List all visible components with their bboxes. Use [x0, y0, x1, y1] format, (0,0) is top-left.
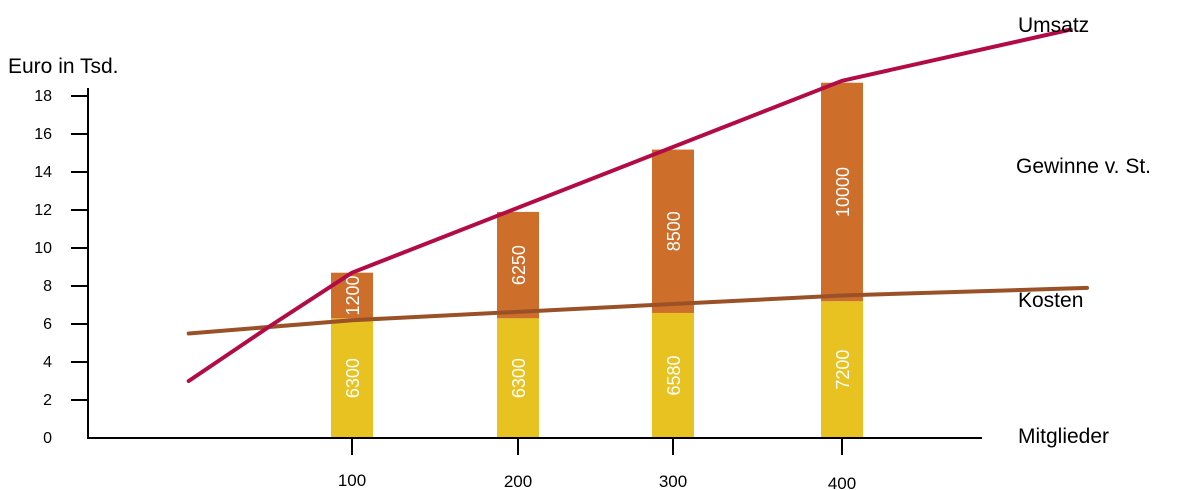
y-tick-label-2: 2	[43, 392, 52, 409]
y-tick-label-8: 8	[43, 278, 52, 295]
y-tick-label-12: 12	[34, 202, 52, 219]
y-tick-label-10: 10	[34, 240, 52, 257]
gewinne-legend: Gewinne v. St.	[1016, 155, 1151, 178]
x-tick-label-400: 400	[828, 474, 856, 490]
bar-label-lower-100: 6300	[343, 358, 363, 398]
y-tick-label-14: 14	[34, 164, 52, 181]
bar-label-upper-400: 10000	[833, 167, 853, 217]
bar-label-lower-300: 6580	[664, 355, 684, 395]
bar-upper-300	[652, 149, 694, 313]
bar-lower-200	[497, 318, 539, 438]
bar-label-lower-400: 7200	[833, 350, 853, 390]
bar-label-lower-200: 6300	[509, 358, 529, 398]
kosten-line	[186, 285, 1089, 336]
bar-lower-300	[652, 312, 694, 438]
umsatz-legend: Umsatz	[1018, 14, 1089, 37]
bars-layer: 6300 1200 6300 6250 6580 8500 7200 10000	[331, 82, 863, 438]
bar-lower-400	[821, 301, 863, 438]
y-tick-label-6: 6	[43, 316, 52, 333]
y-axis-title: Euro in Tsd.	[8, 55, 119, 78]
y-tick-label-4: 4	[43, 354, 52, 371]
y-tick-label-18: 18	[34, 88, 52, 105]
y-tick-label-0: 0	[43, 430, 52, 447]
x-tick-label-100: 100	[338, 471, 366, 490]
labels-layer: Euro in Tsd. Mitglieder Umsatz Gewinne v…	[8, 14, 1151, 490]
kosten-legend: Kosten	[1018, 289, 1083, 312]
umsatz-line	[186, 27, 1073, 383]
x-tick-label-300: 300	[659, 472, 687, 490]
x-tick-label-200: 200	[504, 472, 532, 490]
bar-upper-200	[497, 211, 539, 319]
lines-layer	[186, 27, 1089, 383]
y-tick-label-16: 16	[34, 126, 52, 143]
bar-label-upper-300: 8500	[664, 211, 684, 251]
bar-label-upper-200: 6250	[509, 245, 529, 285]
bar-lower-100	[331, 318, 373, 438]
bar-label-upper-100: 1200	[343, 275, 363, 315]
bar-upper-400	[821, 82, 863, 302]
axes-layer	[71, 88, 982, 455]
x-axis-title: Mitglieder	[1018, 425, 1109, 448]
